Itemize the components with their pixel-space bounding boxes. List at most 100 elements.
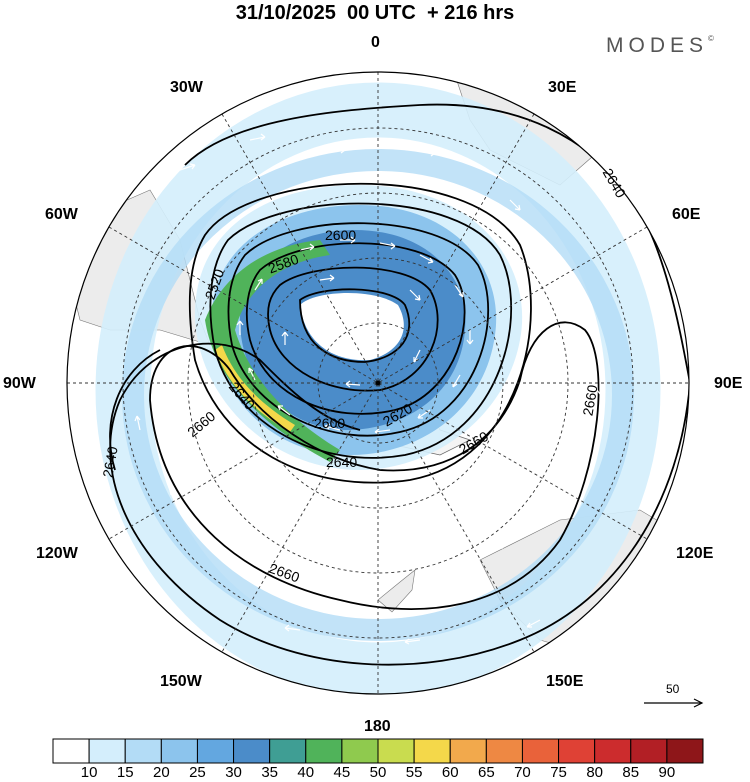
colorbar-tick-label: 75 [550,764,567,781]
wind-vector [454,284,464,298]
jet-streak-yellow [215,345,295,432]
colorbar-tick-label: 50 [369,764,387,781]
lon-label-90e: 90E [714,375,743,392]
wind-vector [497,539,511,549]
wind-vector [236,537,251,546]
wind-vector [526,619,541,628]
wind-vectors [134,133,604,645]
wind-vector [409,289,421,301]
colorbar-swatch [413,738,451,764]
wind-vector [134,415,141,431]
wind-vector [319,274,335,282]
jet-streak-green [205,240,340,462]
colorbar-swatch [124,738,162,764]
wind-vector [236,320,244,335]
contour-2620 [227,222,490,437]
meridians [67,72,689,694]
wind-vector [379,242,396,250]
copyright-mark: © [708,34,714,43]
colorbar-swatch [88,738,126,764]
contour-2660-outer [149,321,600,610]
lon-label-90w: 90W [3,375,36,392]
lon-label-120e: 120E [676,545,714,562]
colorbar-swatch [485,738,523,764]
colorbar-swatch [341,738,379,764]
contour-2640-inner [209,202,513,459]
colorbar-tick-label: 85 [622,764,640,781]
wind-vector [284,624,301,632]
wind-vector [596,380,604,395]
lon-label-150e: 150E [546,673,584,690]
colorbar-tick-label: 45 [333,764,351,781]
colorbar-swatch [449,738,487,764]
contour-label: 2600 [325,227,356,243]
contour-2660-inner [188,182,532,484]
colorbar-tick-label: 10 [80,764,98,781]
lon-label-150w: 150W [160,673,202,690]
wind-vector [571,469,581,482]
contour-2600 [245,242,466,415]
lon-label-30w: 30W [170,79,203,96]
lon-label-120w: 120W [36,545,78,562]
south-pole-marker [375,380,381,386]
wind-vector [248,367,256,381]
colorbar-swatch [558,738,596,764]
colorbar-tick-label: 70 [514,764,531,781]
contour-2580 [267,266,439,392]
colorbar-tick-label: 15 [116,764,134,781]
wind-vector [254,278,263,291]
wind-vector [466,330,474,345]
map-boundary [66,71,690,695]
height-contours [109,103,689,694]
wind-vector [330,146,346,154]
contour-label: 2660 [579,383,600,417]
brand-name: MODES [606,34,709,57]
wind-vector [324,423,341,431]
reference-vector-arrow [644,698,704,708]
colorbar-tick-label: 65 [477,764,495,781]
wind-vector [419,254,434,264]
landmass-new-zealand [377,569,416,613]
lon-label-60w: 60W [45,206,78,223]
wind-vector [281,331,289,345]
colorbar-tick-label: 20 [152,764,170,781]
lon-label-30e: 30E [548,79,577,96]
colorbar-tick-label: 55 [405,764,423,781]
colorbar-tick-label: 35 [261,764,278,781]
wind-vector [414,579,431,586]
colorbar-swatch [666,738,704,764]
colorbar-swatch [233,738,271,764]
wind-vector [559,279,566,295]
lon-label-180: 180 [364,718,391,735]
lon-label-60e: 60E [672,206,701,223]
colorbar-swatch [160,738,198,764]
contour-label: 2640 [99,445,120,479]
colorbar-tick-label: 90 [658,764,676,781]
colorbar [52,738,704,764]
contour-inner [299,288,411,363]
wind-vector [340,236,356,244]
colorbar-tick-label: 40 [297,764,315,781]
contour-label: 2640 [326,454,357,470]
polar-map: 2520 2580 2600 2640 2660 2600 2620 2640 … [66,71,690,695]
colorbar-tick-label: 80 [586,764,603,781]
colorbar-tick-label: 60 [441,764,459,781]
colorbar-swatch [269,738,307,764]
wind-vector [345,380,361,388]
colorbar-swatch [196,738,235,764]
map-title: 31/10/2025 00 UTC + 216 hrs [235,2,515,24]
colorbar-swatch [594,738,632,764]
lon-label-0: 0 [371,34,380,51]
wind-vector [179,163,196,171]
colorbar-swatch [521,738,560,764]
colorbar-swatch [305,738,343,764]
wind-vector [509,199,521,211]
wind-vector [277,405,291,416]
wind-vector [419,149,436,157]
colorbar-tick-label: 25 [189,764,206,781]
wind-vector [324,569,341,577]
colorbar-swatch [52,738,90,764]
wind-vector [404,638,421,645]
brand-logo: MODES© [606,34,714,58]
colorbar-swatch [630,738,668,764]
